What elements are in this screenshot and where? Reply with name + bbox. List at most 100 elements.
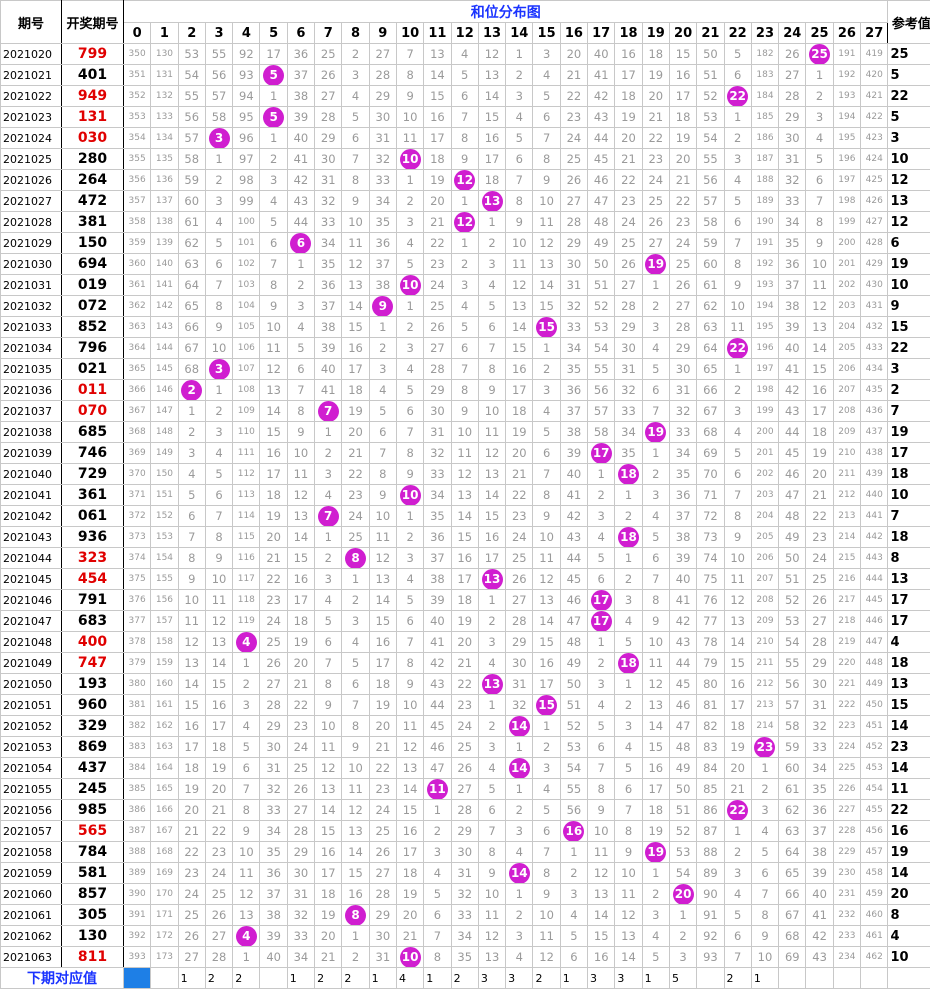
miss-count-cell: 441 [860, 505, 889, 527]
next-value-cell: 1 [559, 967, 589, 989]
miss-count-cell: 4 [450, 295, 479, 317]
draw-number-cell: 401 [61, 64, 124, 86]
miss-count-cell: 27 [259, 673, 288, 695]
miss-count-cell: 9 [587, 799, 616, 821]
miss-count-cell: 4 [805, 127, 834, 149]
miss-count-cell: 4 [532, 64, 561, 86]
miss-count-cell: 8 [532, 862, 561, 884]
period-cell: 2021024 [0, 127, 62, 149]
miss-count-cell: 17 [668, 85, 698, 107]
miss-count-cell: 7 [177, 526, 206, 548]
miss-count-cell: 28 [204, 946, 234, 968]
miss-count-cell: 12 [477, 925, 507, 947]
miss-count-cell: 15 [477, 106, 507, 128]
miss-count-cell: 17 [314, 862, 343, 884]
miss-count-cell: 12 [450, 463, 479, 485]
miss-count-cell: 52 [696, 85, 725, 107]
miss-count-cell: 61 [778, 778, 807, 800]
miss-count-cell: 33 [614, 400, 643, 422]
miss-count-cell: 208 [750, 589, 780, 611]
period-cell: 2021051 [0, 694, 62, 716]
draw-number-cell: 729 [61, 463, 124, 485]
miss-count-cell: 16 [368, 631, 397, 653]
miss-count-cell: 54 [587, 337, 616, 359]
miss-count-cell: 454 [860, 778, 889, 800]
miss-count-cell: 36 [368, 232, 397, 254]
miss-count-cell: 429 [860, 253, 889, 275]
miss-count-cell: 52 [668, 820, 698, 842]
miss-count-cell: 32 [614, 379, 643, 401]
miss-count-cell: 6 [723, 211, 752, 233]
miss-count-cell: 6 [286, 358, 316, 380]
miss-count-cell: 17 [368, 652, 397, 674]
miss-count-cell: 22 [559, 85, 589, 107]
miss-count-cell: 50 [559, 673, 589, 695]
miss-count-cell: 8 [341, 715, 370, 737]
hit-ball: 10 [399, 275, 421, 295]
miss-count-cell: 8 [423, 946, 452, 968]
miss-count-cell: 19 [505, 421, 534, 443]
miss-count-cell: 12 [395, 736, 425, 758]
hit-ball: 3 [208, 359, 230, 379]
miss-count-cell: 50 [587, 253, 616, 275]
column-header-22: 22 [723, 22, 752, 44]
miss-count-cell: 62 [177, 232, 206, 254]
table-row: 2021061 305 391 171 25 26 13 38 32 19 8 29 20 6 33 11 2 1… [0, 904, 930, 926]
miss-count-cell: 13 [477, 64, 507, 86]
miss-count-cell: 29 [778, 106, 807, 128]
miss-count-cell: 32 [559, 295, 589, 317]
miss-count-cell: 170 [150, 883, 179, 905]
miss-count-cell: 50 [778, 547, 807, 569]
miss-count-cell: 14 [723, 631, 752, 653]
reference-value-cell: 12 [887, 211, 930, 233]
miss-count-cell: 7 [723, 484, 752, 506]
miss-count-cell: 451 [860, 715, 889, 737]
miss-count-cell: 8 [177, 547, 206, 569]
miss-count-cell: 9 [395, 85, 425, 107]
miss-count-cell: 8 [805, 211, 834, 233]
miss-count-cell: 35 [368, 211, 397, 233]
miss-count-cell: 432 [860, 316, 889, 338]
hit-cell: 8 [341, 547, 370, 569]
table-row: 2021035 021 365 145 68 3 107 12 6 40 17 3 4 28 7 8 16 2 35… [0, 358, 930, 380]
miss-count-cell: 380 [122, 673, 152, 695]
miss-count-cell: 3 [532, 757, 561, 779]
miss-count-cell: 19 [805, 442, 834, 464]
miss-count-cell: 22 [668, 190, 698, 212]
miss-count-cell: 9 [232, 820, 261, 842]
miss-count-cell: 38 [314, 316, 343, 338]
hit-cell: 19 [641, 421, 670, 443]
miss-count-cell: 444 [860, 568, 889, 590]
miss-count-cell: 27 [368, 862, 397, 884]
miss-count-cell: 391 [122, 904, 152, 926]
miss-count-cell: 14 [641, 715, 670, 737]
period-cell: 2021023 [0, 106, 62, 128]
period-cell: 2021055 [0, 778, 62, 800]
miss-count-cell: 39 [423, 589, 452, 611]
miss-count-cell: 184 [750, 85, 780, 107]
miss-count-cell: 19 [450, 610, 479, 632]
miss-count-cell: 145 [150, 358, 179, 380]
miss-count-cell: 134 [150, 127, 179, 149]
miss-count-cell: 48 [778, 505, 807, 527]
reference-value-cell: 20 [887, 883, 930, 905]
miss-count-cell: 374 [122, 547, 152, 569]
miss-count-cell: 206 [750, 547, 780, 569]
miss-count-cell: 187 [750, 148, 780, 170]
reference-value-cell: 10 [887, 274, 930, 296]
hit-cell: 18 [614, 463, 643, 485]
reference-value-cell: 17 [887, 589, 930, 611]
miss-count-cell: 5 [423, 883, 452, 905]
miss-count-cell: 4 [559, 904, 589, 926]
miss-count-cell: 442 [860, 526, 889, 548]
table-row: 2021060 857 390 170 24 25 12 37 31 18 16 28 19 5 32 10 1… [0, 883, 930, 905]
miss-count-cell: 227 [832, 799, 862, 821]
miss-count-cell: 9 [614, 841, 643, 863]
miss-count-cell: 356 [122, 169, 152, 191]
miss-count-cell: 191 [832, 43, 862, 65]
hit-cell: 15 [532, 316, 561, 338]
miss-count-cell: 31 [805, 694, 834, 716]
miss-count-cell: 14 [450, 505, 479, 527]
reference-value-cell: 3 [887, 358, 930, 380]
miss-count-cell: 29 [314, 127, 343, 149]
